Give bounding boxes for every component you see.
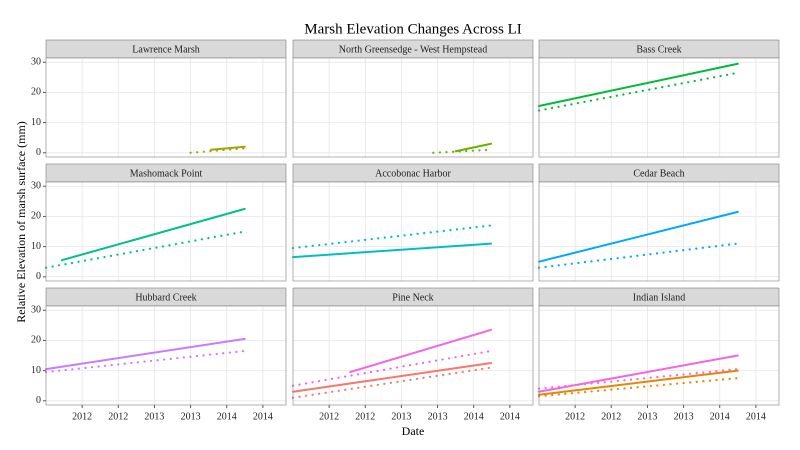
trend-line xyxy=(189,147,246,154)
panel xyxy=(293,182,533,281)
x-tick-label: 2014 xyxy=(710,411,730,422)
y-tick-label: 30 xyxy=(31,181,41,192)
panel-border xyxy=(292,181,534,282)
trend-line xyxy=(349,328,493,374)
trend-line xyxy=(538,210,739,263)
panel xyxy=(293,306,533,405)
x-tick-label: 2014 xyxy=(217,411,237,422)
chart-title: Marsh Elevation Changes Across LI xyxy=(304,21,521,37)
x-tick-label: 2014 xyxy=(253,411,273,422)
x-tick-label: 2014 xyxy=(500,411,520,422)
y-tick-label: 20 xyxy=(31,335,41,346)
panel-border xyxy=(538,181,780,282)
trend-line xyxy=(537,71,739,112)
x-tick-label: 2013 xyxy=(144,411,164,422)
panel-border xyxy=(538,305,780,406)
trend-line xyxy=(44,349,246,374)
panel xyxy=(293,58,533,157)
y-tick-label: 20 xyxy=(31,211,41,222)
panel-border xyxy=(45,305,287,406)
strip-label: Pine Neck xyxy=(392,292,433,303)
x-tick-label: 2014 xyxy=(464,411,484,422)
x-tick-label: 2012 xyxy=(72,411,92,422)
x-axis-title: Date xyxy=(402,424,425,438)
panel xyxy=(46,306,286,405)
trend-line xyxy=(44,230,246,269)
trend-line xyxy=(60,207,246,262)
x-tick-label: 2013 xyxy=(637,411,657,422)
x-tick-label: 2012 xyxy=(319,411,339,422)
y-axis-title: Relative Elevation of marsh surface (mm) xyxy=(14,121,28,323)
x-tick-label: 2012 xyxy=(355,411,375,422)
x-tick-label: 2012 xyxy=(601,411,621,422)
trend-line xyxy=(538,62,739,107)
x-tick-label: 2014 xyxy=(746,411,766,422)
panel xyxy=(539,58,779,157)
panel-border xyxy=(45,57,287,158)
strip-label: Mashomack Point xyxy=(130,168,203,179)
y-tick-label: 0 xyxy=(36,271,41,282)
strip-label: Cedar Beach xyxy=(633,168,684,179)
trend-line xyxy=(537,377,739,398)
y-tick-label: 0 xyxy=(36,395,41,406)
strip-label: Hubbard Creek xyxy=(135,292,196,303)
y-tick-label: 30 xyxy=(31,57,41,68)
trend-line xyxy=(45,337,246,371)
strip-label: North Greensedge - West Hempstead xyxy=(339,44,487,55)
x-tick-label: 2012 xyxy=(108,411,128,422)
x-tick-label: 2012 xyxy=(565,411,585,422)
trend-line xyxy=(537,367,739,390)
strip-label: Accobonac Harbor xyxy=(375,168,451,179)
trend-line xyxy=(538,369,739,396)
strip-label: Lawrence Marsh xyxy=(132,44,199,55)
trend-line xyxy=(537,242,739,269)
trend-line xyxy=(291,366,493,399)
panel-border xyxy=(538,57,780,158)
panel xyxy=(539,306,779,405)
x-tick-label: 2013 xyxy=(391,411,411,422)
strip-label: Indian Island xyxy=(633,292,686,303)
y-tick-label: 0 xyxy=(36,147,41,158)
panel-border xyxy=(292,57,534,158)
y-tick-label: 20 xyxy=(31,87,41,98)
panel-border xyxy=(45,181,287,282)
trend-line xyxy=(291,224,493,250)
y-tick-label: 10 xyxy=(31,365,41,376)
y-tick-label: 30 xyxy=(31,305,41,316)
x-tick-label: 2013 xyxy=(181,411,201,422)
trend-line xyxy=(292,362,493,393)
trend-line xyxy=(209,145,246,151)
panel xyxy=(46,58,286,157)
y-tick-label: 10 xyxy=(31,241,41,252)
x-tick-label: 2013 xyxy=(428,411,448,422)
x-tick-label: 2013 xyxy=(674,411,694,422)
strip-label: Bass Creek xyxy=(636,44,681,55)
trend-line xyxy=(454,142,493,153)
panel-border xyxy=(292,305,534,406)
trend-line xyxy=(291,349,493,387)
trend-line xyxy=(292,242,493,259)
y-tick-label: 10 xyxy=(31,117,41,128)
